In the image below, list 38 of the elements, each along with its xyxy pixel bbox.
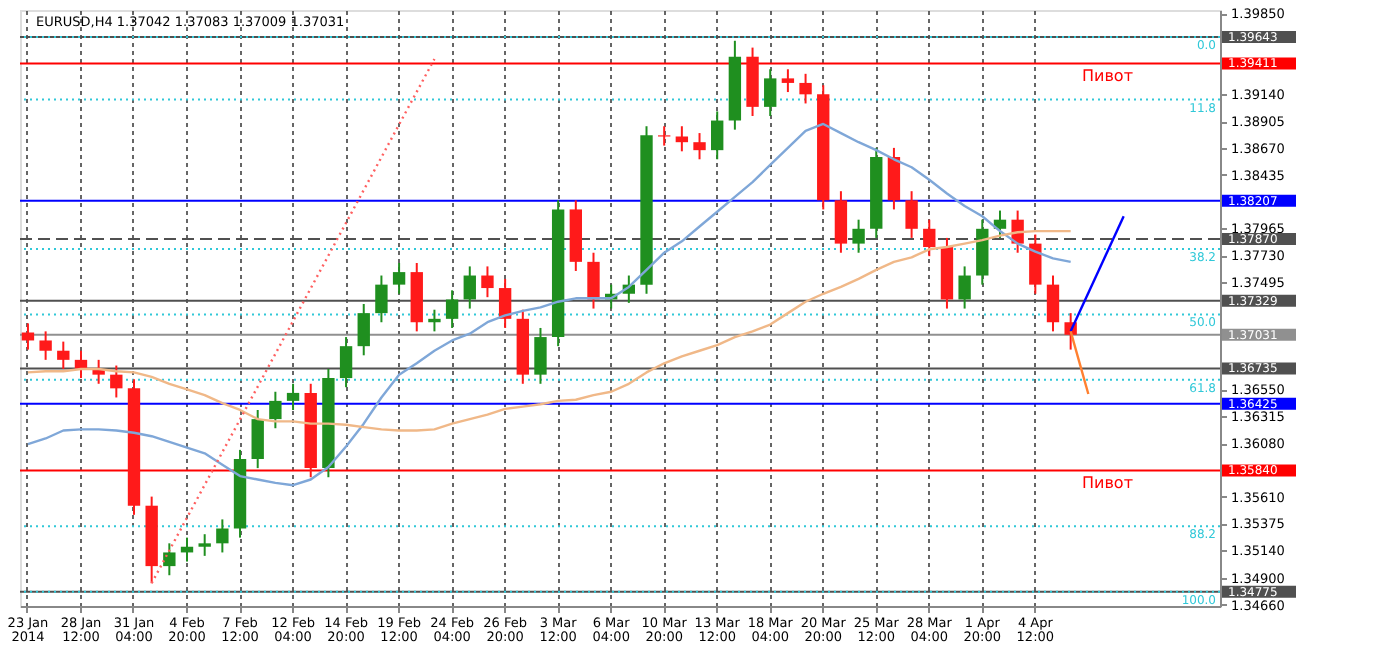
candlestick <box>428 308 441 333</box>
annotation: Пивот <box>1082 474 1134 493</box>
candlestick <box>163 542 176 577</box>
candlestick <box>764 68 777 117</box>
annotation: Пивот <box>1082 67 1134 86</box>
candlestick <box>976 218 989 286</box>
candlestick <box>39 330 52 361</box>
candlestick <box>781 68 795 94</box>
candlestick <box>1046 274 1060 333</box>
candlestick <box>923 218 936 258</box>
candlestick <box>693 132 706 161</box>
candlestick <box>463 265 476 310</box>
candlestick <box>216 518 229 554</box>
candlestick <box>57 340 70 370</box>
candlestick <box>269 390 282 430</box>
candlestick <box>1029 233 1042 295</box>
candlestick <box>498 277 512 329</box>
candlestick <box>711 110 724 161</box>
candlestick <box>799 72 812 105</box>
candlestick <box>375 274 388 324</box>
candlestick <box>905 190 918 239</box>
candlestick <box>392 261 406 295</box>
candlestick <box>110 364 123 399</box>
candlestick <box>357 303 370 357</box>
candlestick <box>852 218 865 254</box>
candlestick <box>587 251 600 310</box>
candlestick <box>534 326 547 385</box>
candlestick <box>675 125 689 153</box>
candlestick <box>887 146 901 211</box>
candlestick <box>958 265 971 310</box>
candlestick <box>198 533 211 557</box>
candlestick <box>834 190 848 254</box>
candlestick <box>286 382 300 411</box>
candlestick <box>339 336 353 389</box>
line-series <box>26 122 1072 487</box>
candlestick <box>445 289 459 329</box>
candlestick <box>481 265 494 299</box>
candlestick <box>251 408 264 470</box>
